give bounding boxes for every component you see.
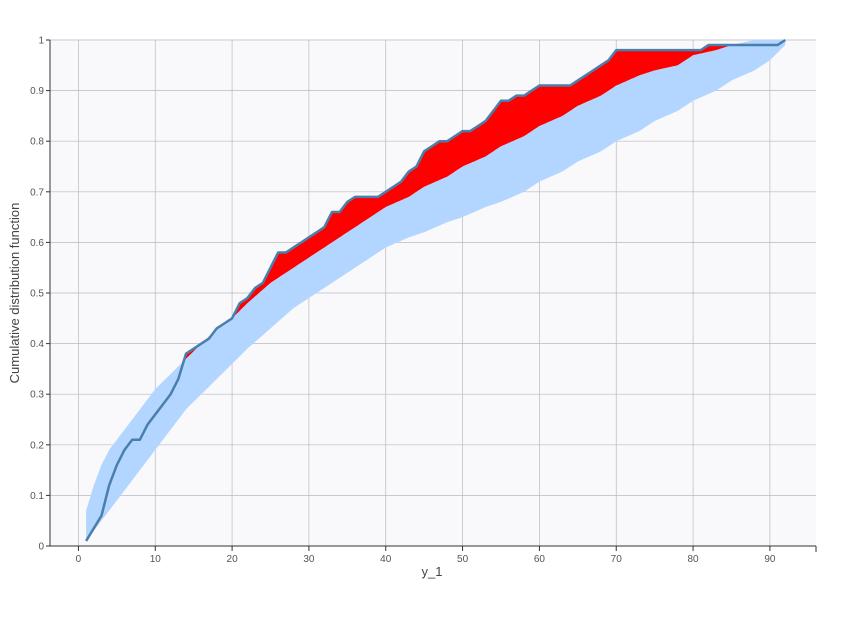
y-tick-label-0.5: 0.5 — [30, 289, 44, 300]
y-tick-label-0.2: 0.2 — [30, 440, 44, 451]
y-tick-label-0.3: 0.3 — [30, 390, 44, 401]
x-tick-label-20: 20 — [227, 554, 239, 565]
y-axis-title: Cumulative distribution function — [7, 203, 22, 384]
x-ticks: 0 10 20 30 40 50 60 70 80 90 — [76, 546, 776, 565]
band-layer — [85, 38, 786, 542]
x-tick-label-60: 60 — [534, 554, 546, 565]
x-tick-label-0: 0 — [76, 554, 82, 565]
y-tick-label-0.8: 0.8 — [30, 137, 44, 148]
y-tick-label-1: 1 — [38, 36, 44, 47]
y-tick-label-0: 0 — [38, 542, 44, 553]
y-tick-label-0.9: 0.9 — [30, 86, 44, 97]
y-tick-label-0.7: 0.7 — [30, 187, 44, 198]
x-tick-label-90: 90 — [764, 554, 776, 565]
x-tick-label-10: 10 — [150, 554, 162, 565]
y-tick-label-0.4: 0.4 — [30, 339, 44, 350]
x-axis-title: y_1 — [422, 564, 443, 579]
x-tick-label-40: 40 — [380, 554, 392, 565]
x-tick-label-70: 70 — [611, 554, 623, 565]
y-tick-label-0.1: 0.1 — [30, 491, 44, 502]
y-ticks: 0 0.1 0.2 0.3 0.4 0.5 0.6 0.7 0.8 0.9 1 — [30, 36, 50, 553]
x-tick-label-80: 80 — [688, 554, 700, 565]
empirical-cdf-line — [85, 38, 786, 542]
x-tick-label-50: 50 — [457, 554, 469, 565]
y-tick-label-0.6: 0.6 — [30, 238, 44, 249]
uncertainty-band — [86, 40, 786, 541]
x-tick-label-30: 30 — [303, 554, 315, 565]
